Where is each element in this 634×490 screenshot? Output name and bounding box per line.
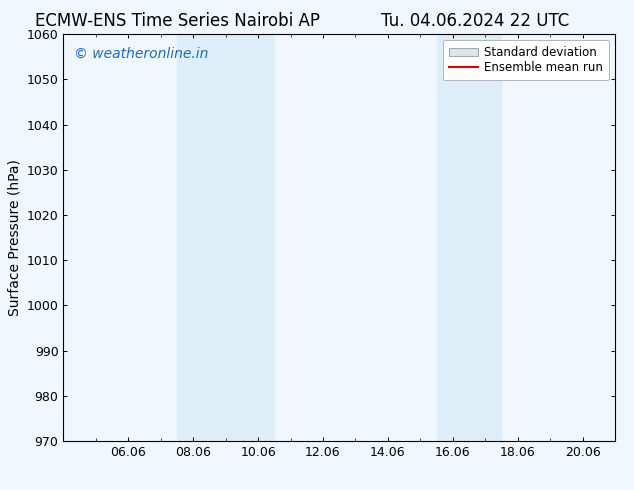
Text: © weatheronline.in: © weatheronline.in	[74, 47, 209, 60]
Text: Tu. 04.06.2024 22 UTC: Tu. 04.06.2024 22 UTC	[382, 12, 569, 30]
Bar	[437, 34, 501, 441]
Y-axis label: Surface Pressure (hPa): Surface Pressure (hPa)	[7, 159, 21, 316]
Bar	[177, 34, 275, 441]
Legend: Standard deviation, Ensemble mean run: Standard deviation, Ensemble mean run	[443, 40, 609, 80]
Text: ECMW-ENS Time Series Nairobi AP: ECMW-ENS Time Series Nairobi AP	[35, 12, 320, 30]
